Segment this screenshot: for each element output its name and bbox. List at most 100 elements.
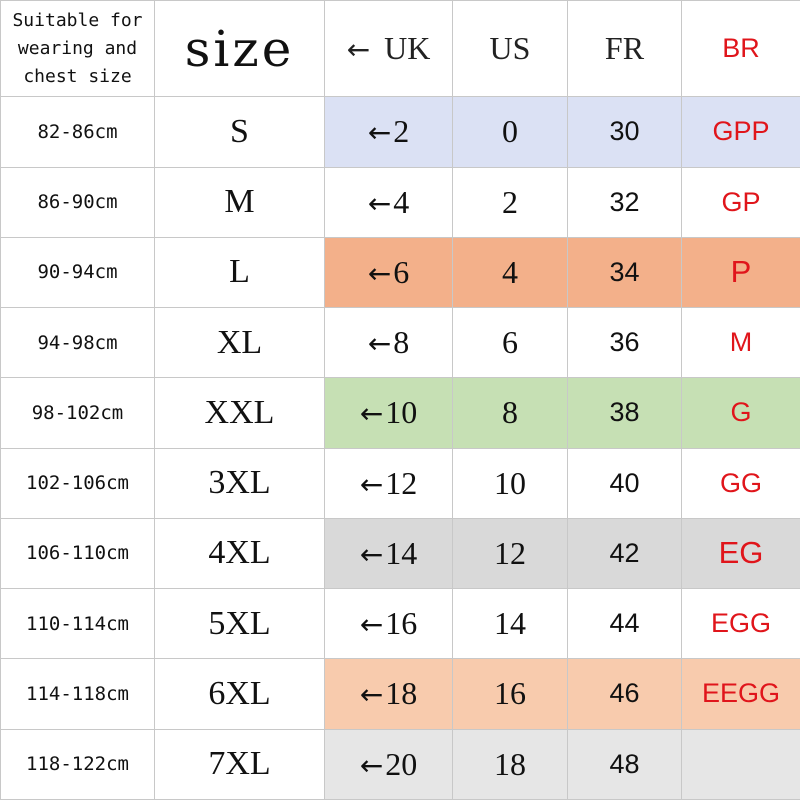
uk-value: 8 [393, 324, 410, 361]
fr-size-cell: 36 [567, 307, 682, 379]
fr-size-cell: 48 [567, 728, 682, 800]
us-size-cell: 10 [452, 447, 568, 519]
header-size: size [154, 0, 325, 98]
br-size-cell: GPP [681, 96, 800, 168]
br-size-cell: M [681, 307, 800, 379]
uk-size-cell: ←10 [324, 377, 453, 449]
uk-value: 12 [385, 464, 418, 501]
uk-size-cell: ←14 [324, 517, 453, 590]
chest-size-cell: 82-86cm [0, 96, 155, 168]
us-size-cell: 14 [452, 588, 568, 660]
table-row: 98-102cm XXL ←10 8 38 G [0, 377, 800, 449]
header-row: Suitable for wearing and chest size size… [0, 0, 800, 98]
fr-size-cell: 42 [567, 517, 682, 590]
fr-size-cell: 32 [567, 166, 682, 238]
table-row: 94-98cm XL ←8 6 36 M [0, 307, 800, 379]
chest-size-cell: 86-90cm [0, 166, 155, 238]
arrow-left-icon: ← [367, 116, 392, 150]
size-cell: 5XL [154, 588, 325, 660]
uk-value: 6 [393, 253, 410, 290]
chest-size-cell: 106-110cm [0, 517, 155, 590]
table-row: 90-94cm L ←6 4 34 P [0, 236, 800, 309]
uk-size-cell: ←18 [324, 658, 453, 730]
us-size-cell: 8 [452, 377, 568, 449]
chest-size-cell: 102-106cm [0, 447, 155, 519]
us-size-cell: 6 [452, 307, 568, 379]
arrow-left-icon: ← [367, 327, 392, 361]
us-size-cell: 16 [452, 658, 568, 730]
size-cell: 4XL [154, 517, 325, 590]
uk-size-cell: ←2 [324, 96, 453, 168]
us-size-cell: 12 [452, 517, 568, 590]
uk-size-cell: ←8 [324, 307, 453, 379]
arrow-left-icon: ← [367, 256, 392, 290]
br-size-cell: EGG [681, 588, 800, 660]
br-size-cell: GG [681, 447, 800, 519]
size-cell: L [154, 236, 325, 309]
size-cell: 6XL [154, 658, 325, 730]
uk-value: 4 [393, 183, 410, 220]
header-uk: ← UK [324, 0, 453, 98]
br-size-cell: P [681, 236, 800, 309]
arrow-left-icon: ← [359, 748, 384, 782]
size-cell: M [154, 166, 325, 238]
us-size-cell: 18 [452, 728, 568, 800]
fr-size-cell: 40 [567, 447, 682, 519]
table-row: 82-86cm S ←2 0 30 GPP [0, 96, 800, 168]
chest-size-cell: 114-118cm [0, 658, 155, 730]
us-size-cell: 0 [452, 96, 568, 168]
arrow-left-icon: ← [359, 467, 384, 501]
uk-size-cell: ←20 [324, 728, 453, 800]
header-us: US [452, 0, 568, 98]
arrow-left-icon: ← [359, 678, 384, 712]
arrow-left-icon: ← [359, 397, 384, 431]
uk-size-cell: ←12 [324, 447, 453, 519]
chest-size-cell: 118-122cm [0, 728, 155, 800]
uk-size-cell: ←16 [324, 588, 453, 660]
table-row: 114-118cm 6XL ←18 16 46 EEGG [0, 658, 800, 730]
br-size-cell: G [681, 377, 800, 449]
arrow-left-icon: ← [359, 608, 384, 642]
us-size-cell: 2 [452, 166, 568, 238]
table-row: 110-114cm 5XL ←16 14 44 EGG [0, 588, 800, 660]
uk-value: 2 [393, 113, 410, 150]
table-row: 106-110cm 4XL ←14 12 42 EG [0, 517, 800, 590]
table-row: 86-90cm M ←4 2 32 GP [0, 166, 800, 238]
br-size-cell [681, 728, 800, 800]
fr-size-cell: 44 [567, 588, 682, 660]
br-size-cell: GP [681, 166, 800, 238]
header-fr: FR [567, 0, 682, 98]
uk-value: 18 [385, 675, 418, 712]
header-br: BR [681, 0, 800, 98]
us-size-cell: 4 [452, 236, 568, 309]
uk-value: 14 [385, 534, 418, 571]
arrow-left-icon: ← [359, 537, 384, 571]
table-row: 102-106cm 3XL ←12 10 40 GG [0, 447, 800, 519]
uk-size-cell: ←4 [324, 166, 453, 238]
chest-size-cell: 110-114cm [0, 588, 155, 660]
size-cell: XXL [154, 377, 325, 449]
uk-size-cell: ←6 [324, 236, 453, 309]
size-cell: 7XL [154, 728, 325, 800]
fr-size-cell: 38 [567, 377, 682, 449]
table-row: 118-122cm 7XL ←20 18 48 [0, 728, 800, 800]
size-cell: 3XL [154, 447, 325, 519]
header-uk-label: UK [384, 30, 431, 67]
br-size-cell: EEGG [681, 658, 800, 730]
uk-value: 20 [385, 745, 418, 782]
arrow-left-icon: ← [367, 186, 392, 220]
chest-size-cell: 90-94cm [0, 236, 155, 309]
fr-size-cell: 30 [567, 96, 682, 168]
arrow-left-icon: ← [346, 33, 371, 67]
size-cell: S [154, 96, 325, 168]
uk-value: 10 [385, 394, 418, 431]
br-size-cell: EG [681, 517, 800, 590]
chest-size-cell: 94-98cm [0, 307, 155, 379]
size-cell: XL [154, 307, 325, 379]
fr-size-cell: 46 [567, 658, 682, 730]
uk-value: 16 [385, 605, 418, 642]
chest-size-cell: 98-102cm [0, 377, 155, 449]
fr-size-cell: 34 [567, 236, 682, 309]
header-chest-size: Suitable for wearing and chest size [0, 0, 155, 98]
